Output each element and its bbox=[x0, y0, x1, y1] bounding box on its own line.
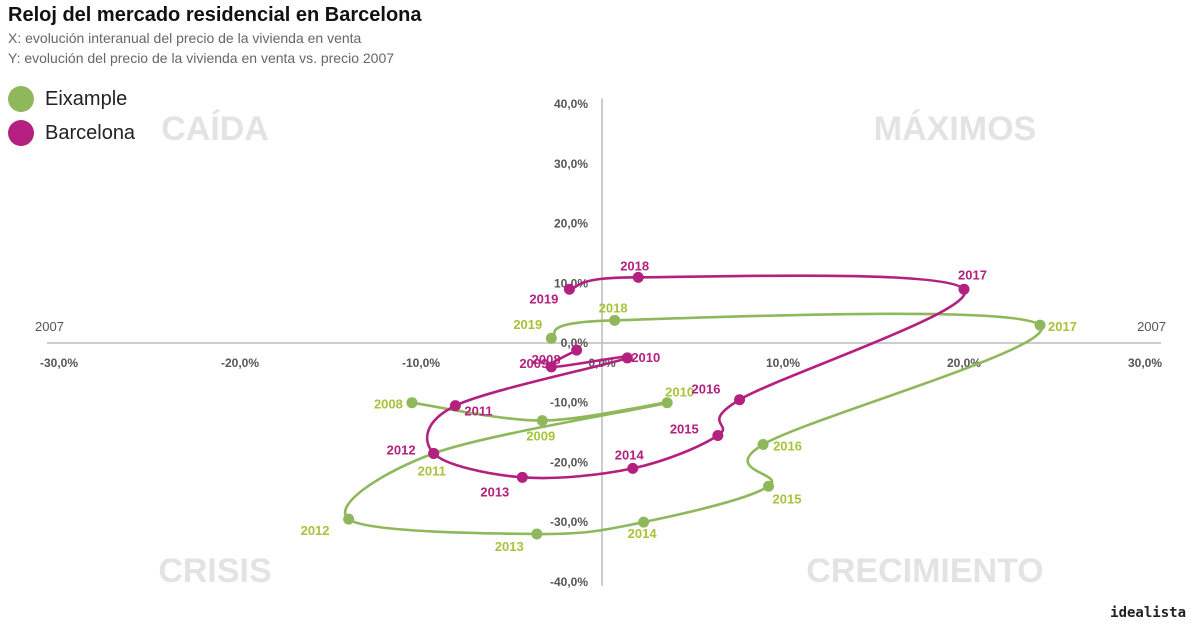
legend-item-barcelona[interactable]: Barcelona bbox=[8, 116, 135, 150]
legend-label-barcelona: Barcelona bbox=[45, 121, 136, 144]
data-point-eixample-2009[interactable] bbox=[536, 415, 548, 427]
data-label-eixample-2013: 2013 bbox=[495, 539, 524, 554]
data-point-barcelona-2008[interactable] bbox=[571, 344, 583, 356]
quadrant-label-bottom-left: CRISIS bbox=[158, 552, 271, 590]
data-label-eixample-2009: 2009 bbox=[526, 429, 555, 444]
data-label-eixample-2011: 2011 bbox=[418, 463, 446, 478]
data-point-eixample-2013[interactable] bbox=[531, 528, 543, 540]
data-point-eixample-2012[interactable] bbox=[343, 513, 355, 525]
data-point-barcelona-2012[interactable] bbox=[428, 447, 440, 459]
x-tick-label: 30,0% bbox=[1128, 356, 1162, 370]
data-label-barcelona-2015: 2015 bbox=[670, 422, 699, 437]
y-tick-label: -30,0% bbox=[550, 515, 588, 529]
legend-swatch-eixample bbox=[8, 86, 34, 112]
quadrant-label-bottom-right: CRECIMIENTO bbox=[806, 552, 1043, 590]
y-tick-label: -10,0% bbox=[550, 396, 588, 410]
data-label-barcelona-2009: 2009 bbox=[519, 356, 548, 371]
data-point-eixample-2017[interactable] bbox=[1034, 319, 1046, 331]
y-tick-label: 10,0% bbox=[554, 276, 588, 290]
data-point-barcelona-2009[interactable] bbox=[545, 361, 557, 373]
data-label-eixample-2015: 2015 bbox=[773, 491, 802, 506]
data-point-eixample-2018[interactable] bbox=[609, 314, 621, 326]
data-label-barcelona-2019: 2019 bbox=[529, 291, 558, 306]
data-point-eixample-2016[interactable] bbox=[757, 438, 769, 450]
data-label-barcelona-2016: 2016 bbox=[692, 382, 721, 397]
x-tick-label: -30,0% bbox=[40, 356, 78, 370]
data-point-barcelona-2014[interactable] bbox=[627, 462, 639, 474]
data-label-eixample-2012: 2012 bbox=[301, 523, 330, 538]
chart-title: Reloj del mercado residencial en Barcelo… bbox=[8, 4, 422, 26]
data-label-eixample-2018: 2018 bbox=[599, 300, 628, 315]
data-point-barcelona-2017[interactable] bbox=[958, 283, 970, 295]
legend-swatch-barcelona bbox=[8, 120, 34, 146]
data-label-barcelona-2014: 2014 bbox=[615, 447, 645, 462]
data-point-barcelona-2010[interactable] bbox=[621, 352, 633, 364]
y-tick-label: -20,0% bbox=[550, 455, 588, 469]
data-label-eixample-2014: 2014 bbox=[628, 526, 658, 541]
data-label-barcelona-2010: 2010 bbox=[631, 350, 660, 365]
x-tick-label: 10,0% bbox=[766, 356, 800, 370]
chart-subtitle-x: X: evolución interanual del precio de la… bbox=[8, 30, 362, 46]
x-tick-label: -20,0% bbox=[221, 356, 259, 370]
data-point-barcelona-2011[interactable] bbox=[449, 400, 461, 412]
data-point-eixample-2008[interactable] bbox=[406, 397, 418, 409]
data-label-eixample-2008: 2008 bbox=[374, 397, 403, 412]
data-label-barcelona-2013: 2013 bbox=[480, 484, 509, 499]
data-point-eixample-2010[interactable] bbox=[661, 397, 673, 409]
series-eixample: 2008200920102011201220132014201520162017… bbox=[301, 300, 1077, 554]
y-tick-label: 20,0% bbox=[554, 217, 588, 231]
data-point-barcelona-2015[interactable] bbox=[712, 430, 724, 442]
legend-item-eixample[interactable]: Eixample bbox=[8, 82, 135, 116]
data-label-barcelona-2011: 2011 bbox=[464, 404, 492, 419]
data-label-eixample-2010: 2010 bbox=[665, 385, 694, 400]
x-axis-end-label-left: 2007 bbox=[35, 319, 64, 334]
data-point-barcelona-2013[interactable] bbox=[516, 471, 528, 483]
data-point-eixample-2014[interactable] bbox=[638, 516, 650, 528]
data-point-barcelona-2018[interactable] bbox=[632, 271, 644, 283]
y-tick-label: 0,0% bbox=[561, 336, 589, 350]
data-point-barcelona-2016[interactable] bbox=[734, 394, 746, 406]
y-tick-label: 40,0% bbox=[554, 97, 588, 111]
chart-subtitle-y: Y: evolución del precio de la vivienda e… bbox=[8, 50, 395, 66]
series-line-barcelona bbox=[425, 274, 967, 480]
data-point-eixample-2019[interactable] bbox=[545, 332, 557, 344]
quadrant-label-top-left: CAÍDA bbox=[161, 110, 269, 148]
y-tick-label: -40,0% bbox=[550, 575, 588, 589]
data-point-eixample-2015[interactable] bbox=[763, 480, 775, 492]
legend: Eixample Barcelona bbox=[8, 82, 135, 150]
brand-logo: idealista bbox=[1110, 605, 1186, 621]
data-label-eixample-2016: 2016 bbox=[773, 438, 802, 453]
data-label-eixample-2019: 2019 bbox=[513, 317, 542, 332]
x-axis-end-label-right: 2007 bbox=[1137, 319, 1166, 334]
y-tick-label: 30,0% bbox=[554, 157, 588, 171]
x-tick-label: -10,0% bbox=[402, 356, 440, 370]
data-label-barcelona-2017: 2017 bbox=[958, 267, 987, 282]
quadrant-label-top-right: MÁXIMOS bbox=[874, 110, 1036, 148]
data-point-barcelona-2019[interactable] bbox=[563, 283, 575, 295]
legend-label-eixample: Eixample bbox=[45, 87, 128, 110]
data-label-eixample-2017: 2017 bbox=[1048, 319, 1077, 334]
data-label-barcelona-2018: 2018 bbox=[620, 258, 649, 273]
data-label-barcelona-2012: 2012 bbox=[387, 442, 416, 457]
